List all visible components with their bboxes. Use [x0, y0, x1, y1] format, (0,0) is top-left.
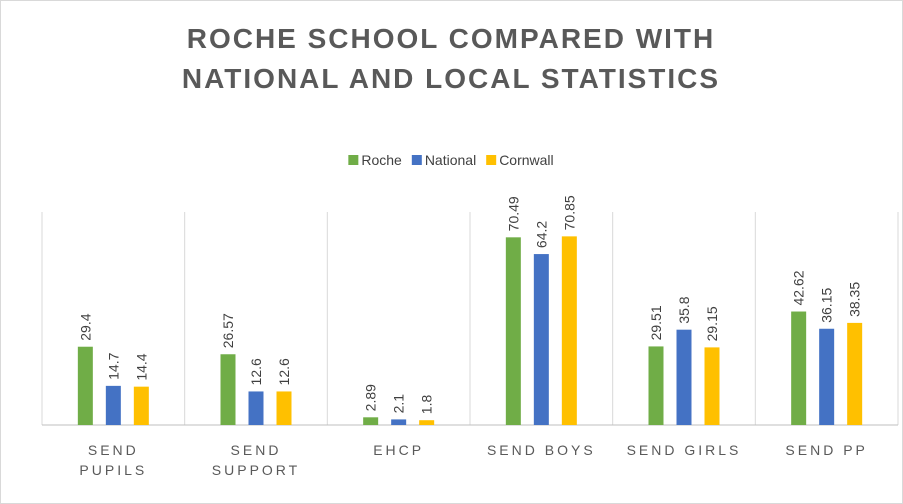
bar — [676, 329, 692, 425]
bar — [791, 311, 807, 425]
bar — [248, 391, 264, 425]
data-label: 29.51 — [648, 305, 664, 340]
data-label: 70.49 — [505, 196, 521, 231]
bar — [819, 328, 835, 425]
data-label: 42.62 — [791, 270, 807, 305]
legend-swatch — [348, 155, 359, 165]
data-label: 2.1 — [391, 394, 407, 414]
data-label: 35.8 — [676, 296, 692, 323]
legend-swatch — [411, 155, 422, 165]
bar — [77, 346, 93, 425]
legend-swatch — [486, 155, 497, 165]
bar — [363, 417, 379, 425]
data-label: 2.89 — [363, 384, 379, 411]
data-label: 70.85 — [561, 195, 577, 230]
bar — [561, 236, 577, 425]
legend-label: Cornwall — [499, 152, 553, 168]
data-label: 64.2 — [533, 221, 549, 248]
bar — [648, 346, 664, 425]
data-label: 14.7 — [105, 352, 121, 379]
bar — [533, 254, 549, 425]
bar — [276, 391, 292, 425]
data-label: 14.4 — [133, 353, 149, 380]
legend: Roche National Cornwall — [348, 152, 554, 168]
bar — [133, 386, 149, 425]
x-tick-label: SEND SUPPORT — [212, 442, 300, 478]
legend-label: Roche — [361, 152, 402, 168]
x-tick-label: SEND PUPILS — [79, 442, 147, 478]
data-label: 36.15 — [819, 288, 835, 323]
bar — [220, 354, 236, 425]
data-label: 1.8 — [419, 395, 435, 415]
bar — [505, 237, 521, 425]
bar — [419, 420, 435, 425]
x-tick-label: SEND BOYS — [487, 442, 596, 458]
chart-title: ROCHE SCHOOL COMPARED WITH NATIONAL AND L… — [182, 23, 720, 94]
legend-label: National — [425, 152, 476, 168]
data-label: 38.35 — [847, 282, 863, 317]
data-label: 29.4 — [77, 313, 93, 340]
x-tick-label: SEND PP — [785, 442, 867, 458]
bar — [391, 419, 407, 425]
x-tick-label: EHCP — [373, 442, 424, 458]
bar — [847, 322, 863, 425]
data-label: 12.6 — [276, 358, 292, 385]
bar — [704, 347, 720, 425]
data-label: 12.6 — [248, 358, 264, 385]
x-tick-label: SEND GIRLS — [627, 442, 742, 458]
bar — [105, 385, 121, 425]
data-label: 29.15 — [704, 306, 720, 341]
data-label: 26.57 — [220, 313, 236, 348]
